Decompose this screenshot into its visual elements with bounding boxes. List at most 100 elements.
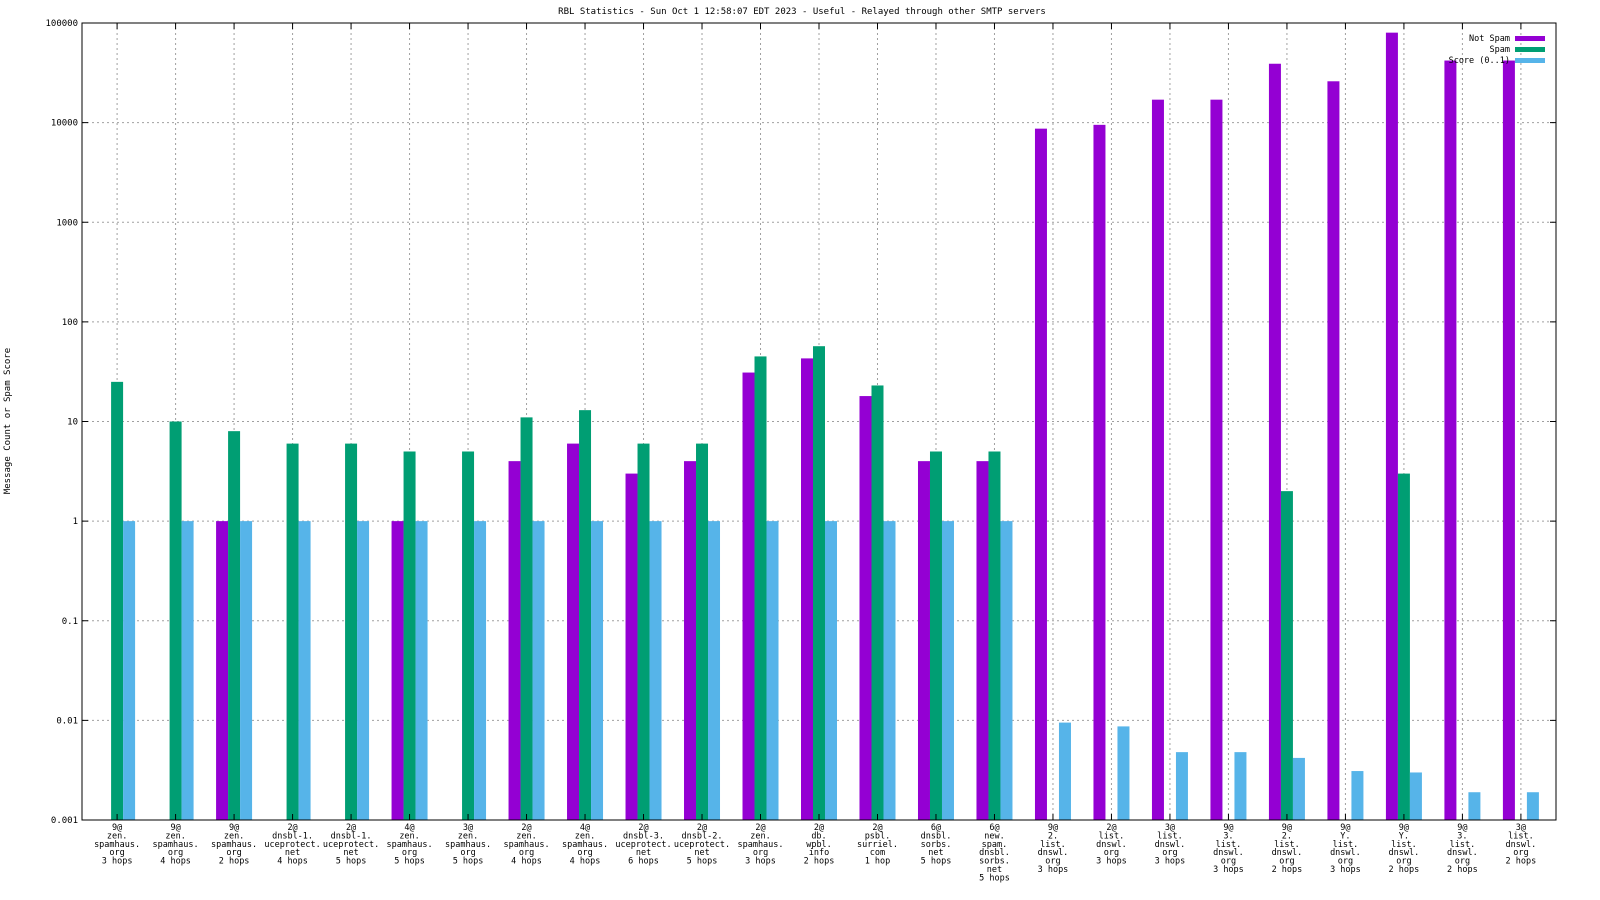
x-category-label-line: dnswl. bbox=[1330, 848, 1361, 858]
x-category-label: 9@ zen. spamhaus. org 4 hops bbox=[153, 823, 199, 867]
bar-spam bbox=[1280, 491, 1293, 820]
x-category-label-line: 9@ bbox=[1457, 823, 1467, 833]
x-category-label-line: 1 hop bbox=[865, 857, 891, 867]
x-category-label-line: 5 hops bbox=[336, 857, 367, 867]
y-tick-label: 0.1 bbox=[62, 617, 78, 627]
x-category-label: 2@ dnsbl-1. uceprotect. net 5 hops bbox=[323, 823, 379, 867]
x-category-label-line: 9@ bbox=[1048, 823, 1058, 833]
x-category-label-line: db. bbox=[811, 831, 826, 841]
bar-spam bbox=[988, 451, 1001, 820]
bar-spam bbox=[637, 443, 650, 820]
bar-not-spam bbox=[917, 461, 930, 820]
x-category-label-line: 3@ bbox=[1165, 823, 1175, 833]
x-category-label-line: 6@ bbox=[989, 823, 999, 833]
x-category-label-line: list. bbox=[1333, 840, 1359, 850]
x-category-label-line: 2@ bbox=[1106, 823, 1116, 833]
bar-score-0-1 bbox=[591, 521, 604, 820]
x-category-label-line: 6 hops bbox=[628, 857, 659, 867]
x-category-label: 2@ zen. spamhaus. org 4 hops bbox=[504, 823, 550, 867]
x-category-label-line: org bbox=[1162, 848, 1177, 858]
bar-score-0-1 bbox=[825, 521, 837, 820]
x-category-label-line: 9@ bbox=[112, 823, 122, 833]
x-category-label: 3@ list. dnswl. org 3 hops bbox=[1155, 823, 1186, 867]
x-category-label-line: 9@ bbox=[1340, 823, 1350, 833]
x-category-label-line: 2 hops bbox=[219, 857, 250, 867]
x-category-label-line: zen. bbox=[458, 831, 478, 841]
x-category-label-line: 9@ bbox=[229, 823, 239, 833]
x-category-label-line: 5 hops bbox=[979, 873, 1010, 883]
bar-score-0-1 bbox=[883, 521, 896, 820]
y-tick-label: 1 bbox=[73, 517, 78, 527]
x-category-label-line: org bbox=[460, 848, 475, 858]
bar-spam bbox=[228, 431, 241, 820]
x-category-label-line: 3 hops bbox=[1038, 865, 1069, 875]
y-tick-label: 1000 bbox=[56, 218, 78, 228]
x-category-label: 6@ new. spam. dnsbl. sorbs. net 5 hops bbox=[979, 823, 1010, 883]
bar-score-0-1 bbox=[1468, 792, 1481, 820]
bar-score-0-1 bbox=[1409, 772, 1422, 820]
x-category-label-line: zen. bbox=[575, 831, 595, 841]
bar-score-0-1 bbox=[532, 521, 545, 820]
x-category-label-line: spamhaus. bbox=[737, 840, 783, 850]
x-category-label-line: dnswl. bbox=[1213, 848, 1244, 858]
x-category-label-line: 2 hops bbox=[1389, 865, 1420, 875]
x-category-label-line: org bbox=[1455, 857, 1470, 867]
chart-title: RBL Statistics - Sun Oct 1 12:58:07 EDT … bbox=[558, 7, 1046, 17]
bar-score-0-1 bbox=[1000, 521, 1013, 820]
x-category-label: 9@ zen. spamhaus. org 3 hops bbox=[94, 823, 140, 867]
bar-not-spam bbox=[976, 461, 989, 820]
x-category-label-line: 3 hops bbox=[745, 857, 776, 867]
x-category-label-line: dnswl. bbox=[1447, 848, 1478, 858]
x-category-label-line: dnswl. bbox=[1096, 840, 1127, 850]
x-category-label-line: 3. bbox=[1457, 831, 1467, 841]
x-category-label-line: org bbox=[1221, 857, 1236, 867]
legend-swatch bbox=[1515, 58, 1545, 63]
x-category-label-line: psbl. bbox=[865, 831, 891, 841]
x-category-label-line: 2@ bbox=[521, 823, 531, 833]
x-category-label-line: net bbox=[285, 848, 300, 858]
bar-spam bbox=[871, 385, 884, 820]
legend-swatch bbox=[1515, 47, 1545, 52]
bar-not-spam bbox=[684, 461, 697, 820]
x-category-label-line: list. bbox=[1216, 840, 1242, 850]
x-category-label-line: net bbox=[987, 865, 1002, 875]
x-category-label-line: spam. bbox=[982, 840, 1008, 850]
bar-score-0-1 bbox=[1526, 792, 1539, 820]
bar-spam bbox=[579, 410, 592, 820]
x-category-label-line: org bbox=[1045, 857, 1060, 867]
x-category-label: 2@ psbl. surriel. com 1 hop bbox=[857, 823, 898, 867]
x-category-label-line: org bbox=[1104, 848, 1119, 858]
x-category-label-line: 2 hops bbox=[804, 857, 835, 867]
x-category-label: 9@ 3. list. dnswl. org 2 hops bbox=[1447, 823, 1478, 875]
legend-label: Score (0..1) bbox=[1449, 56, 1510, 66]
x-category-label: 2@ dnsbl-1. uceprotect. net 4 hops bbox=[264, 823, 320, 867]
x-category-label-line: dnsbl-3. bbox=[623, 831, 664, 841]
x-category-label-line: dnsbl-1. bbox=[272, 831, 313, 841]
x-category-label-line: dnsbl-2. bbox=[682, 831, 723, 841]
x-category-label-line: 9@ bbox=[1282, 823, 1292, 833]
x-category-label-line: 3 hops bbox=[102, 857, 133, 867]
bar-not-spam bbox=[567, 443, 580, 820]
x-category-label-line: list. bbox=[1450, 840, 1476, 850]
x-category-label-line: spamhaus. bbox=[445, 840, 491, 850]
x-category-label-line: 2@ bbox=[814, 823, 824, 833]
x-category-label: 9@ 3. list. dnswl. org 3 hops bbox=[1213, 823, 1244, 875]
x-category-label: 6@ dnsbl. sorbs. net 5 hops bbox=[921, 823, 952, 867]
x-category-label-line: list. bbox=[1040, 840, 1066, 850]
x-category-label-line: 2@ bbox=[638, 823, 648, 833]
bar-score-0-1 bbox=[649, 521, 662, 820]
x-category-label-line: dnswl. bbox=[1272, 848, 1303, 858]
bar-not-spam bbox=[801, 358, 813, 820]
bar-spam bbox=[520, 417, 533, 820]
bar-not-spam bbox=[1502, 60, 1515, 820]
bar-spam bbox=[462, 451, 475, 820]
x-category-label-line: sorbs. bbox=[921, 840, 952, 850]
bar-spam bbox=[754, 356, 767, 820]
bar-spam bbox=[696, 443, 709, 820]
x-category-label-line: 3@ bbox=[1516, 823, 1526, 833]
x-category-label-line: surriel. bbox=[857, 840, 898, 850]
x-category-label: 4@ zen. spamhaus. org 4 hops bbox=[562, 823, 608, 867]
legend-label: Spam bbox=[1490, 45, 1510, 55]
